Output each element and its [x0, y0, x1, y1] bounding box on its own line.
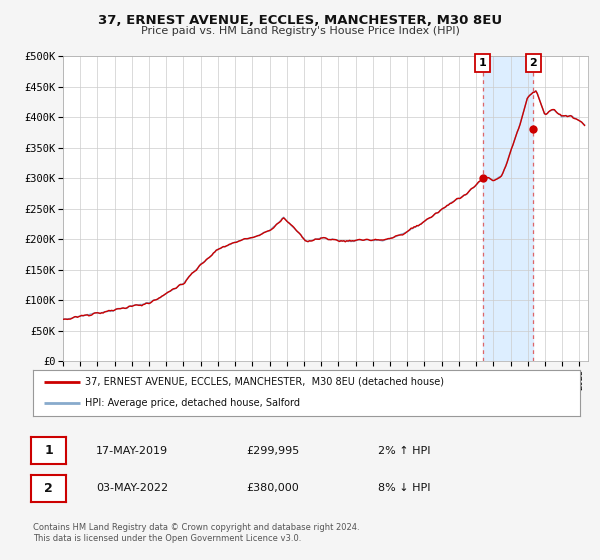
Text: Price paid vs. HM Land Registry's House Price Index (HPI): Price paid vs. HM Land Registry's House …	[140, 26, 460, 36]
Text: 03-MAY-2022: 03-MAY-2022	[96, 483, 168, 493]
Text: 2% ↑ HPI: 2% ↑ HPI	[378, 446, 431, 456]
Text: 2: 2	[44, 482, 53, 495]
Text: 37, ERNEST AVENUE, ECCLES, MANCHESTER,  M30 8EU (detached house): 37, ERNEST AVENUE, ECCLES, MANCHESTER, M…	[85, 377, 444, 387]
Text: 8% ↓ HPI: 8% ↓ HPI	[378, 483, 431, 493]
Text: 1: 1	[44, 444, 53, 458]
Text: This data is licensed under the Open Government Licence v3.0.: This data is licensed under the Open Gov…	[33, 534, 301, 543]
Text: 17-MAY-2019: 17-MAY-2019	[96, 446, 168, 456]
Text: 2: 2	[530, 58, 538, 68]
Text: 1: 1	[479, 58, 487, 68]
Text: £380,000: £380,000	[246, 483, 299, 493]
Text: HPI: Average price, detached house, Salford: HPI: Average price, detached house, Salf…	[85, 398, 300, 408]
Text: 37, ERNEST AVENUE, ECCLES, MANCHESTER, M30 8EU: 37, ERNEST AVENUE, ECCLES, MANCHESTER, M…	[98, 13, 502, 27]
Text: £299,995: £299,995	[246, 446, 299, 456]
Bar	[482, 56, 533, 361]
Text: Contains HM Land Registry data © Crown copyright and database right 2024.: Contains HM Land Registry data © Crown c…	[33, 523, 359, 532]
